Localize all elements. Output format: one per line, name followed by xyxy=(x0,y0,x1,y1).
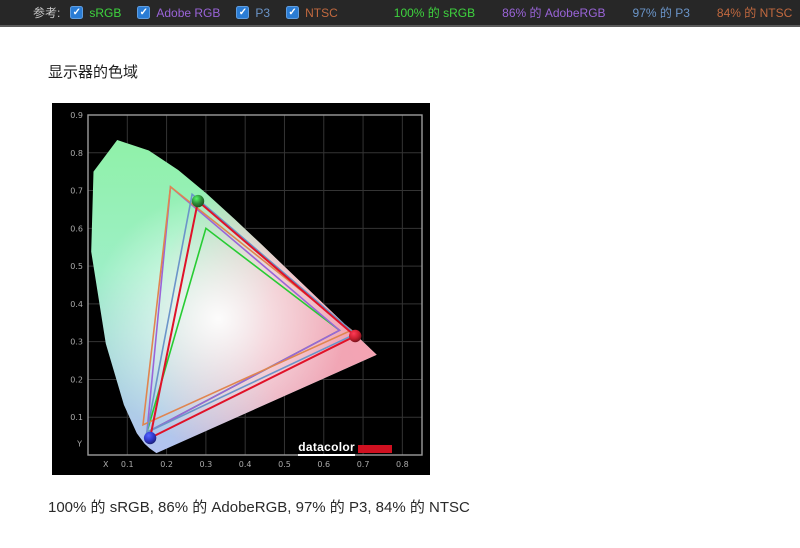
svg-text:0.8: 0.8 xyxy=(396,460,409,469)
checkbox-p3[interactable]: ✓ P3 xyxy=(236,6,270,20)
svg-text:0.6: 0.6 xyxy=(70,224,83,233)
checkbox-checked-icon[interactable]: ✓ xyxy=(70,6,84,19)
page-title: 显示器的色域 xyxy=(48,64,139,81)
coverage-stats: 100% 的 sRGB 86% 的 AdobeRGB 97% 的 P3 84% … xyxy=(394,4,793,21)
svg-text:0.2: 0.2 xyxy=(160,460,173,469)
checkbox-srgb[interactable]: ✓ sRGB xyxy=(70,6,121,20)
checkbox-adobe-rgb-label: Adobe RGB xyxy=(156,5,221,20)
svg-text:0.9: 0.9 xyxy=(70,111,83,120)
svg-text:Y: Y xyxy=(76,440,82,449)
svg-text:0.1: 0.1 xyxy=(121,460,134,469)
checkbox-adobe-rgb[interactable]: ✓ Adobe RGB xyxy=(137,6,220,20)
gamut-chart: 0.1 0.2 0.3 0.4 0.5 0.6 0.7 0.8 X 0.1 0.2 0.3 0.4 0.5… xyxy=(52,103,430,475)
svg-text:X: X xyxy=(103,460,109,469)
checkbox-p3-label: P3 xyxy=(255,5,271,20)
svg-text:0.4: 0.4 xyxy=(239,460,252,469)
svg-text:0.5: 0.5 xyxy=(70,262,83,271)
svg-text:0.7: 0.7 xyxy=(357,460,370,469)
checkbox-srgb-label: sRGB xyxy=(89,5,122,20)
stat-adobergb: 86% 的 AdobeRGB xyxy=(502,6,606,20)
svg-text:0.6: 0.6 xyxy=(317,460,330,469)
datacolor-logo-bar xyxy=(358,444,392,453)
svg-text:0.8: 0.8 xyxy=(70,149,83,158)
checkbox-checked-icon[interactable]: ✓ xyxy=(236,6,250,19)
svg-text:0.4: 0.4 xyxy=(70,300,83,309)
checkbox-ntsc[interactable]: ✓ NTSC xyxy=(286,6,338,20)
svg-text:0.5: 0.5 xyxy=(278,460,291,469)
datacolor-logo: datacolor xyxy=(298,441,392,456)
stat-p3: 97% 的 P3 xyxy=(632,6,690,20)
svg-text:0.3: 0.3 xyxy=(200,460,213,469)
datacolor-logo-text: datacolor xyxy=(298,440,355,456)
checkbox-checked-icon[interactable]: ✓ xyxy=(137,6,151,19)
svg-text:0.1: 0.1 xyxy=(70,413,83,422)
checkbox-ntsc-label: NTSC xyxy=(305,5,338,20)
reference-label: 参考: xyxy=(33,6,61,20)
cie-chromaticity-diagram: 0.1 0.2 0.3 0.4 0.5 0.6 0.7 0.8 X 0.1 0.2 0.3 0.4 0.5… xyxy=(70,111,423,469)
stat-srgb: 100% 的 sRGB xyxy=(393,6,476,20)
stat-ntsc: 84% 的 NTSC xyxy=(716,6,793,20)
svg-text:0.2: 0.2 xyxy=(70,375,83,384)
svg-text:0.3: 0.3 xyxy=(70,338,83,347)
reference-toolbar: 参考: ✓ sRGB ✓ Adobe RGB ✓ P3 ✓ NTSC 100% … xyxy=(0,0,800,27)
gamut-summary-caption: 100% 的 sRGB, 86% 的 AdobeRGB, 97% 的 P3, 8… xyxy=(48,499,470,516)
svg-text:0.7: 0.7 xyxy=(70,187,83,196)
checkbox-checked-icon[interactable]: ✓ xyxy=(286,6,300,19)
